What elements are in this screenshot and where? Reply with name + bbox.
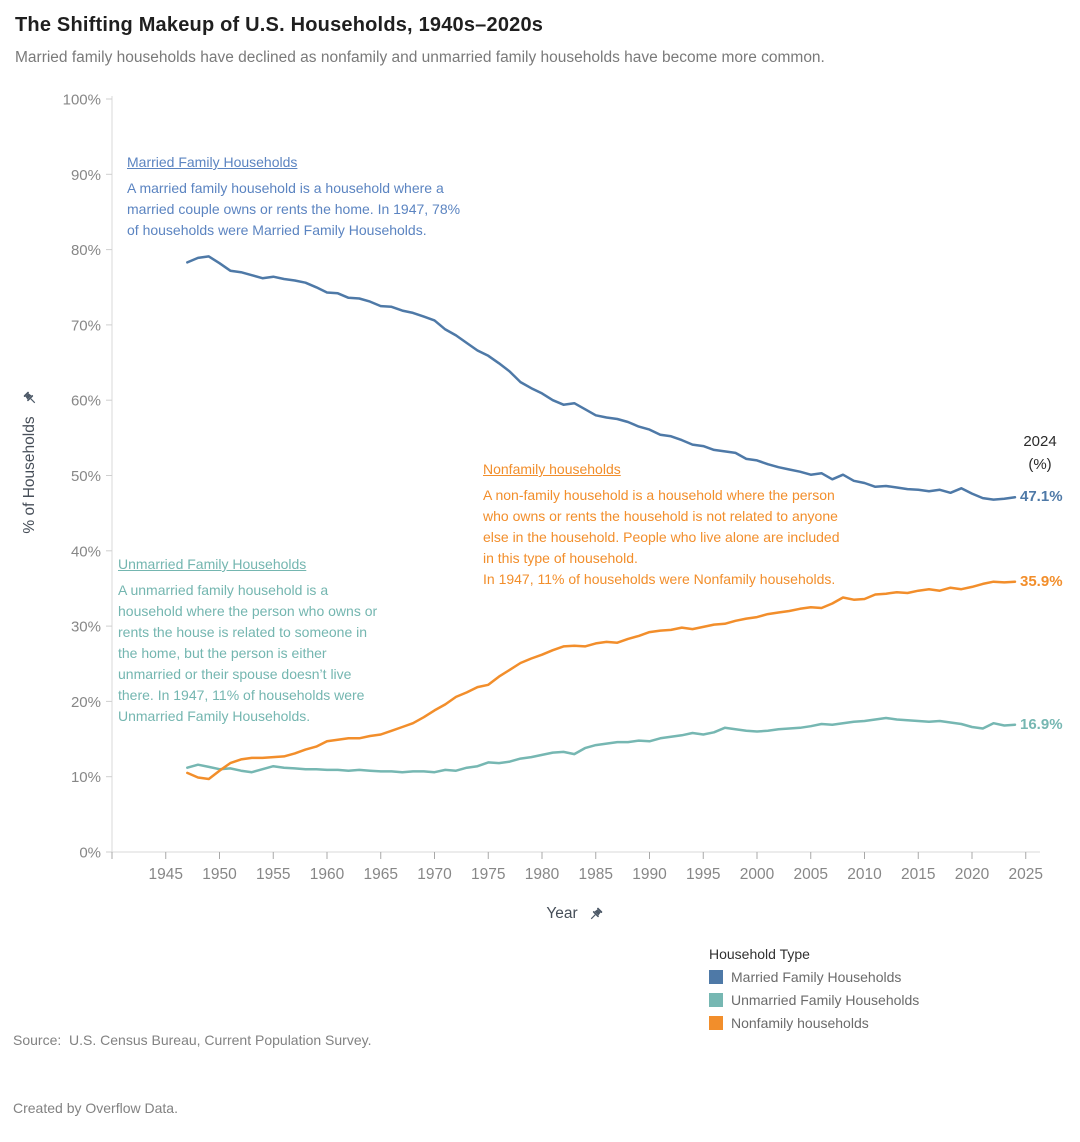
x-tick-label: 2025	[1009, 866, 1043, 883]
x-tick-label: 1980	[525, 866, 560, 883]
legend-label-nonfamily: Nonfamily households	[731, 1015, 869, 1031]
end-label-nonfamily: 35.9%	[1020, 572, 1063, 590]
x-axis-title: Year	[475, 903, 675, 925]
series-line-1[interactable]	[186, 716, 1017, 774]
page-title: The Shifting Makeup of U.S. Households, …	[15, 14, 544, 36]
annotation-married-body: A married family household is a househol…	[127, 180, 461, 238]
annotation-unmarried: Unmarried Family Households A unmarried …	[118, 554, 448, 727]
x-tick-label: 1965	[364, 866, 398, 883]
y-tick-label: 100%	[63, 92, 101, 109]
annotation-unmarried-body: A unmarried family household is a househ…	[118, 582, 378, 724]
y-tick-label: 10%	[71, 769, 101, 786]
x-tick-label: 1990	[632, 866, 667, 883]
x-tick-label: 1985	[579, 866, 613, 883]
legend-label-married: Married Family Households	[731, 969, 902, 985]
x-tick-label: 1970	[417, 866, 452, 883]
x-tick-label: 1945	[149, 866, 183, 883]
x-tick-label: 2020	[955, 866, 990, 883]
x-axis-title-label: Year	[546, 905, 578, 922]
annotation-nonfamily-body: A non-family household is a household wh…	[483, 487, 840, 587]
x-tick-label: 2010	[847, 866, 882, 883]
annotation-nonfamily: Nonfamily households A non-family househ…	[483, 459, 903, 590]
x-tick-label: 2015	[901, 866, 935, 883]
x-tick-label: 2005	[794, 866, 828, 883]
source-line-2: Created by Overflow Data.	[13, 1099, 178, 1116]
y-tick-label: 20%	[71, 694, 101, 711]
end-label-unmarried: 16.9%	[1020, 715, 1063, 733]
x-tick-label: 1975	[471, 866, 505, 883]
legend-item-nonfamily[interactable]: Nonfamily households	[709, 1015, 919, 1031]
x-tick-label: 1950	[202, 866, 237, 883]
line-chart: 0% 10% 20% 30% 40% 50% 60% 70% 80% 90% 100% 1945 195…	[63, 92, 1043, 884]
annotation-nonfamily-heading: Nonfamily households	[483, 461, 621, 477]
y-tick-label: 0%	[79, 845, 101, 862]
x-tick-label: 1955	[256, 866, 290, 883]
legend-item-unmarried[interactable]: Unmarried Family Households	[709, 992, 919, 1008]
y-axis-title-label: % of Households	[21, 416, 38, 534]
y-tick-label: 60%	[71, 393, 101, 410]
legend-title: Household Type	[709, 946, 810, 962]
annotation-married-heading: Married Family Households	[127, 154, 298, 170]
y-tick-label: 70%	[71, 317, 101, 334]
y-tick-label: 40%	[71, 543, 101, 560]
series-line-0[interactable]	[186, 255, 1017, 501]
legend-item-married[interactable]: Married Family Households	[709, 969, 919, 985]
end-value-column-header: 2024 (%)	[1023, 433, 1057, 473]
legend: Household Type Married Family Households…	[709, 946, 919, 1038]
legend-label-unmarried: Unmarried Family Households	[731, 992, 920, 1008]
annotation-unmarried-heading: Unmarried Family Households	[118, 556, 307, 572]
end-label-married: 47.1%	[1020, 488, 1063, 506]
legend-swatch-unmarried	[709, 993, 723, 1007]
x-tick-label: 1960	[310, 866, 345, 883]
pin-icon[interactable]	[22, 390, 39, 407]
pin-icon[interactable]	[587, 906, 604, 923]
source-note: Source: U.S. Census Bureau, Current Popu…	[13, 984, 371, 1142]
series-line-2[interactable]	[186, 580, 1017, 781]
y-axis-title: % of Households	[19, 362, 41, 562]
y-tick-label: 90%	[71, 167, 101, 184]
y-tick-label: 50%	[71, 468, 101, 485]
legend-swatch-married	[709, 970, 723, 984]
x-tick-label: 2000	[740, 866, 775, 883]
x-tick-label: 1995	[686, 866, 720, 883]
y-tick-label: 80%	[71, 242, 101, 259]
legend-swatch-nonfamily	[709, 1016, 723, 1030]
page-subtitle: Married family households have declined …	[15, 49, 825, 66]
source-line-1: Source: U.S. Census Bureau, Current Popu…	[13, 1032, 372, 1048]
y-tick-label: 30%	[71, 619, 101, 636]
annotation-married: Married Family Households A married fami…	[127, 152, 537, 241]
